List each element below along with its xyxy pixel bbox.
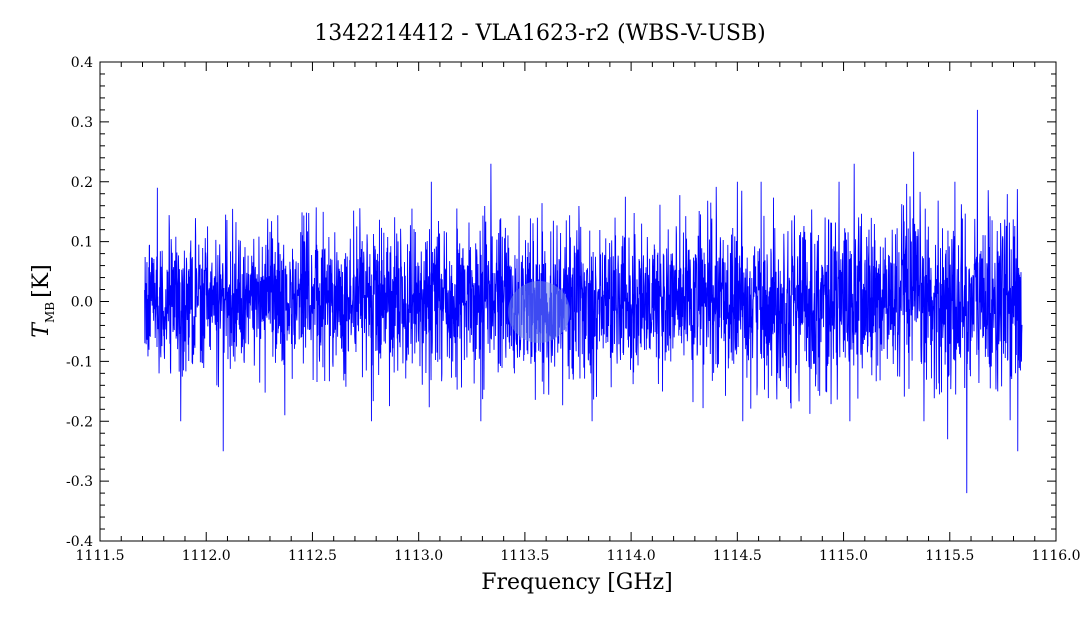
chart-title: 1342214412 - VLA1623-r2 (WBS-V-USB) <box>314 21 765 46</box>
x-tick-label: 1115.0 <box>819 548 868 564</box>
y-tick-label: 0.4 <box>71 55 93 71</box>
y-tick-label: -0.2 <box>66 414 93 430</box>
x-tick-label: 1113.5 <box>500 548 549 564</box>
y-axis-label-sub: MB <box>43 302 57 323</box>
y-axis-label-main: T <box>29 321 54 338</box>
x-tick-label: 1112.5 <box>288 548 337 564</box>
x-tick-labels: 1111.5 1112.0 1112.5 1113.0 1113.5 1114.0 1114… <box>76 548 1080 564</box>
y-tick-label: -0.1 <box>66 354 93 370</box>
y-tick-label: 0.0 <box>71 295 93 311</box>
x-tick-label: 1114.0 <box>607 548 656 564</box>
x-tick-label: 1112.0 <box>182 548 231 564</box>
y-axis-label: TMB [K] <box>29 264 57 337</box>
x-tick-label: 1114.5 <box>713 548 762 564</box>
y-tick-label: 0.3 <box>71 115 93 131</box>
y-tick-label: 0.1 <box>71 235 93 251</box>
y-tick-label: 0.2 <box>71 175 93 191</box>
axis-ticks <box>99 61 1057 542</box>
x-tick-label: 1111.5 <box>76 548 125 564</box>
x-tick-label: 1113.0 <box>394 548 443 564</box>
x-axis-label: Frequency [GHz] <box>481 570 673 595</box>
highlight-marker <box>508 281 570 343</box>
x-tick-label: 1115.5 <box>925 548 974 564</box>
y-tick-labels: -0.4 -0.3 -0.2 -0.1 0.0 0.1 0.2 0.3 0.4 <box>66 55 93 550</box>
y-tick-label: -0.3 <box>66 474 93 490</box>
x-tick-label: 1116.0 <box>1032 548 1080 564</box>
y-axis-label-unit: [K] <box>29 264 54 298</box>
y-tick-label: -0.4 <box>66 534 93 550</box>
series-group <box>144 109 1023 494</box>
spectrum-series-line <box>144 109 1023 494</box>
